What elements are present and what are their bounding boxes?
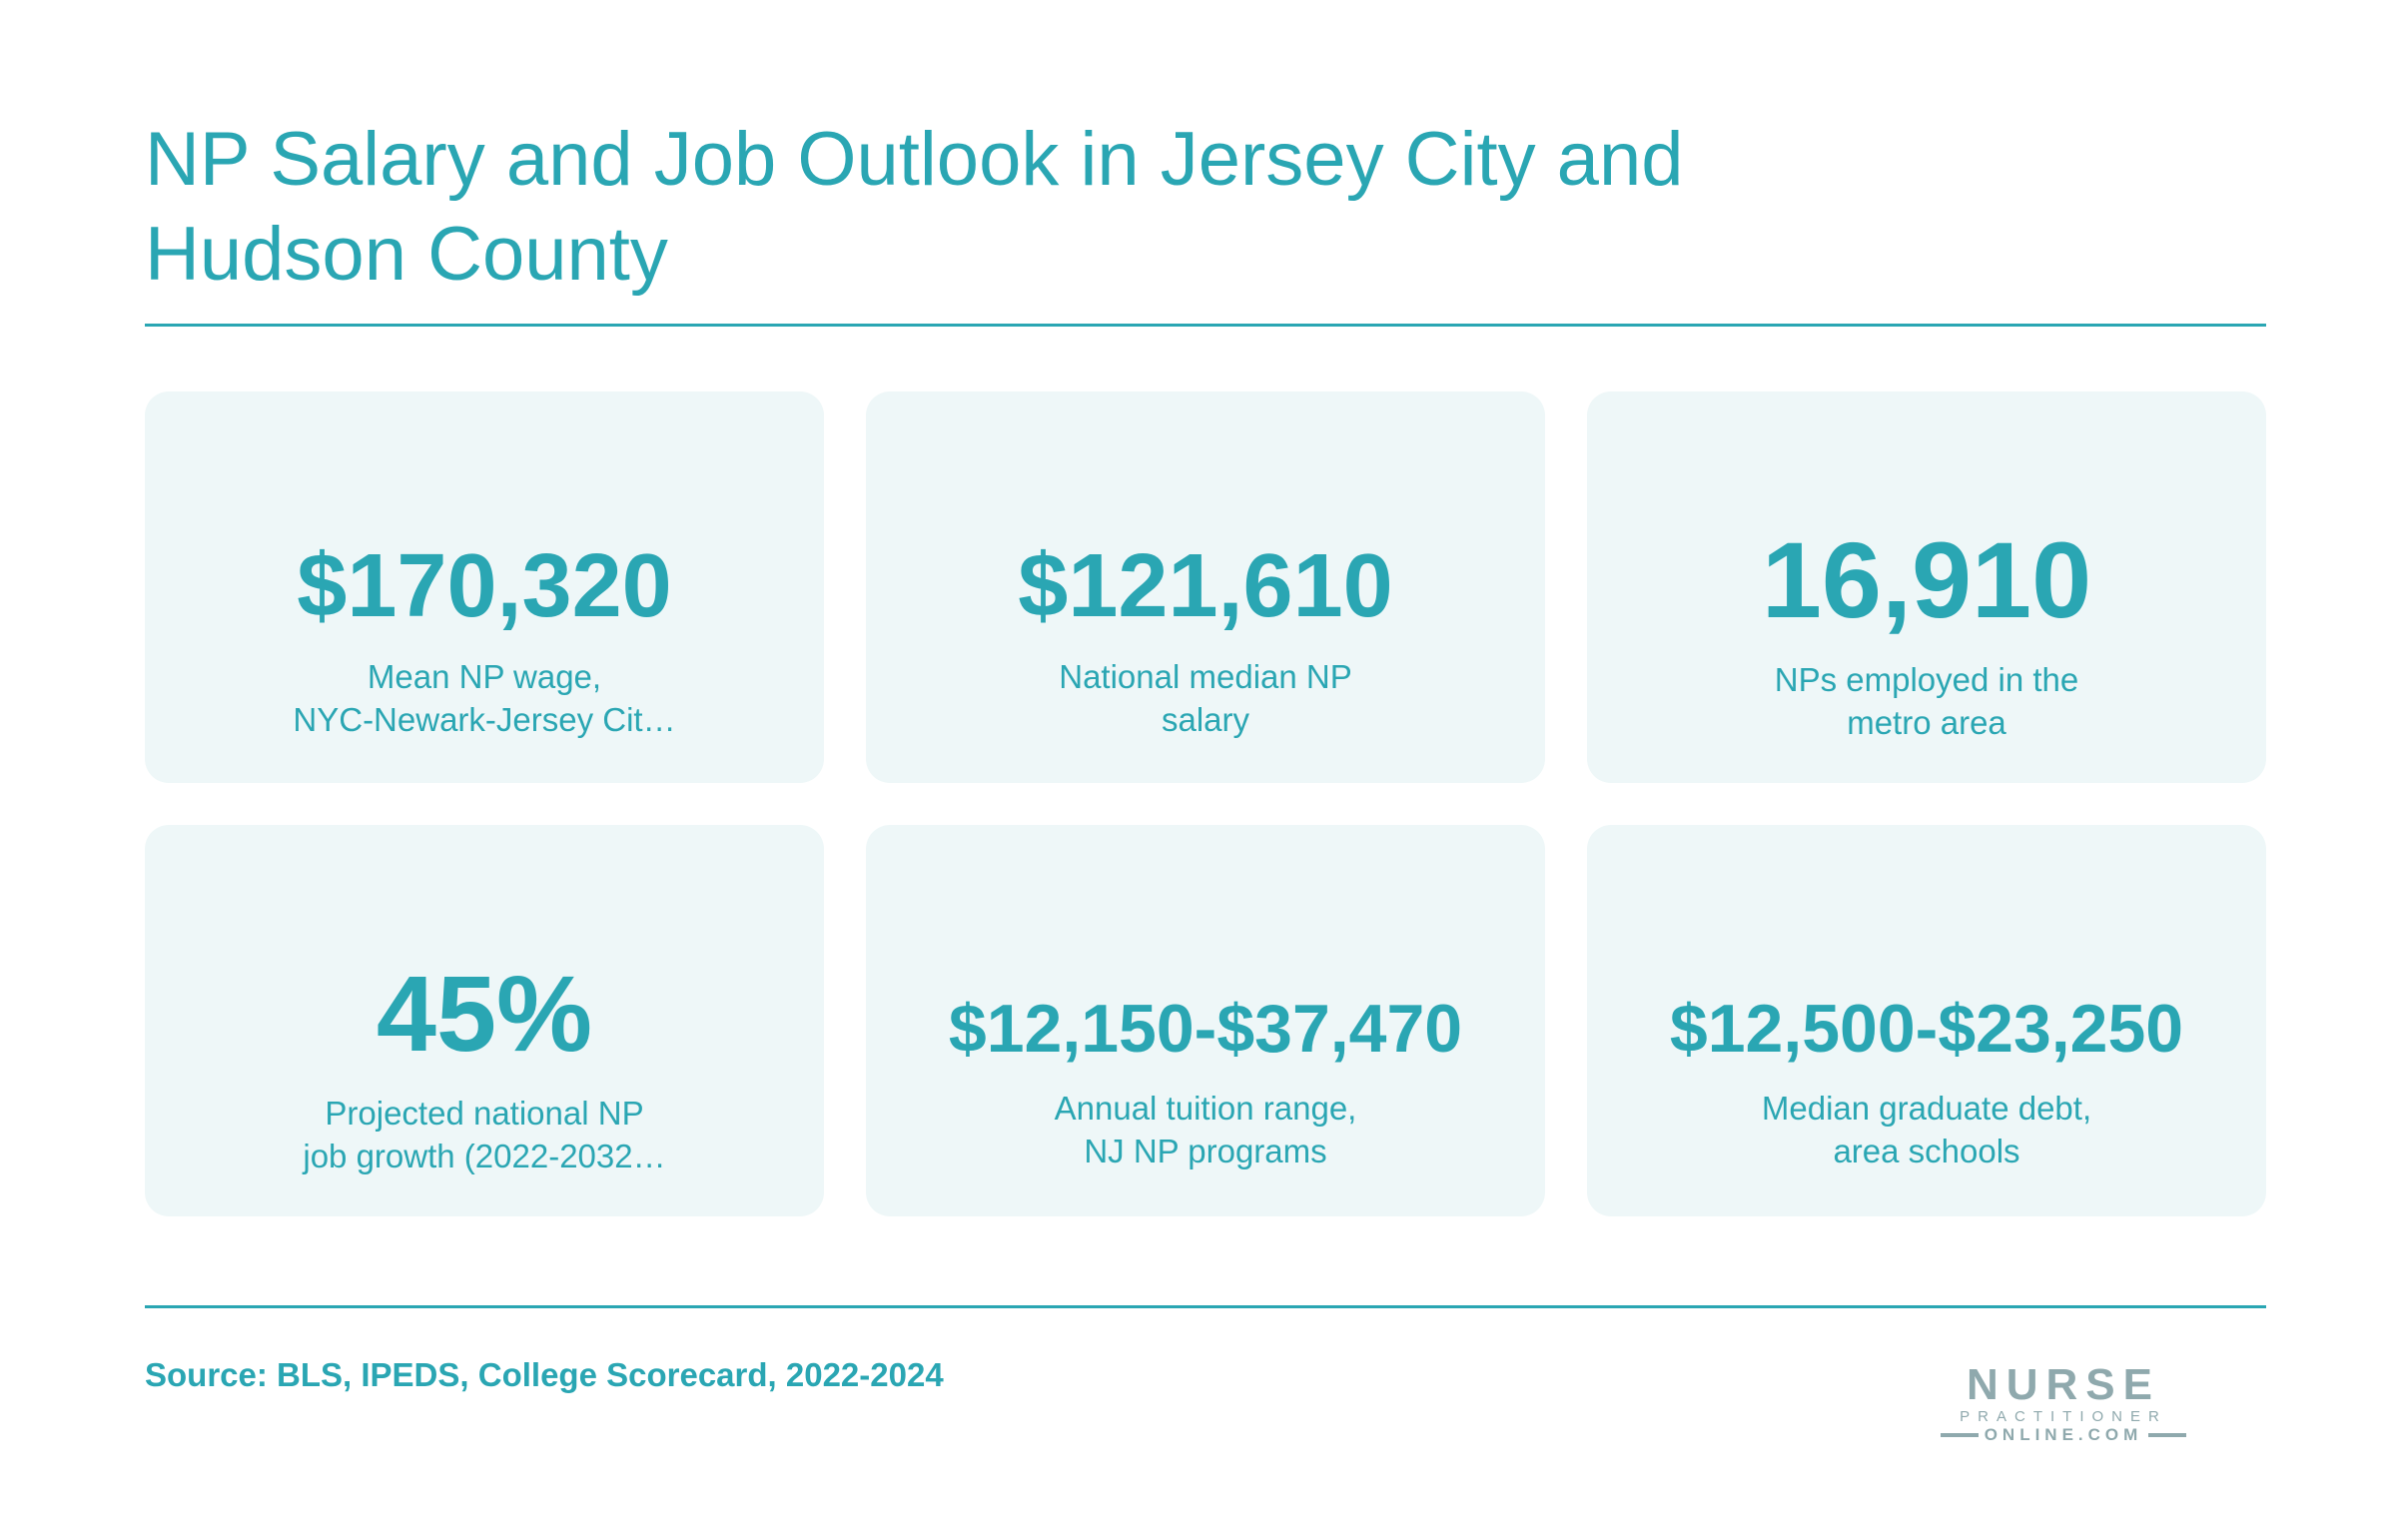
logo-word: NURSE — [1966, 1360, 2161, 1409]
logo-domain: ONLINE.COM — [1984, 1425, 2143, 1444]
logo-subtitle: PRACTITIONER — [1960, 1408, 2167, 1425]
stat-label-line: Projected national NP — [325, 1095, 644, 1132]
stat-label-line: National median NP — [1059, 658, 1352, 695]
stat-label-line: area schools — [1833, 1133, 2020, 1169]
logo-dash-right — [2148, 1433, 2187, 1437]
stat-card-graduate-debt: $12,500-$23,250 Median graduate debt, ar… — [1587, 825, 2266, 1216]
stat-label-line: Mean NP wage, — [367, 658, 602, 695]
stat-label-line: salary — [1161, 701, 1250, 738]
stat-card-employed: 16,910 NPs employed in the metro area — [1587, 391, 2266, 783]
stat-label-line: NYC-Newark-Jersey Cit… — [293, 701, 676, 738]
stat-label: Median graduate debt, area schools — [1717, 1087, 2136, 1172]
stat-label: Mean NP wage, NYC-Newark-Jersey Cit… — [275, 655, 694, 741]
stat-value: $12,500-$23,250 — [1669, 991, 2184, 1067]
page-title-line-1: NP Salary and Job Outlook in Jersey City… — [145, 117, 1684, 202]
top-divider — [145, 324, 2266, 327]
stat-card-job-growth: 45% Projected national NP job growth (20… — [145, 825, 824, 1216]
stat-label-line: NPs employed in the — [1774, 661, 2079, 698]
stat-label: Annual tuition range, NJ NP programs — [996, 1087, 1415, 1172]
source-note: Source: BLS, IPEDS, College Scorecard, 2… — [145, 1356, 944, 1393]
stat-label-line: NJ NP programs — [1084, 1133, 1327, 1169]
page-title-line-2: Hudson County — [145, 212, 668, 297]
stat-label-line: metro area — [1847, 704, 2006, 741]
stat-label-line: job growth (2022-2032… — [303, 1138, 666, 1174]
stat-value: $170,320 — [297, 536, 672, 636]
stats-grid: $170,320 Mean NP wage, NYC-Newark-Jersey… — [145, 391, 2266, 1216]
stat-value: $121,610 — [1018, 536, 1393, 636]
site-logo[interactable]: NURSE PRACTITIONER ONLINE.COM — [1916, 1360, 2211, 1444]
stat-value: 45% — [376, 953, 593, 1074]
stat-value: 16,910 — [1761, 519, 2092, 640]
stat-card-national-median: $121,610 National median NP salary — [866, 391, 1545, 783]
stat-value: $12,150-$37,470 — [948, 991, 1463, 1067]
stat-label: NPs employed in the metro area — [1717, 658, 2136, 744]
stat-card-tuition: $12,150-$37,470 Annual tuition range, NJ… — [866, 825, 1545, 1216]
stat-card-mean-wage: $170,320 Mean NP wage, NYC-Newark-Jersey… — [145, 391, 824, 783]
logo-dash-left — [1940, 1433, 1979, 1437]
stat-label-line: Annual tuition range, — [1054, 1090, 1357, 1127]
logo-domain-row: ONLINE.COM — [1916, 1426, 2211, 1444]
stat-label-line: Median graduate debt, — [1761, 1090, 2092, 1127]
stat-label: National median NP salary — [996, 655, 1415, 741]
bottom-divider — [145, 1305, 2266, 1308]
stat-label: Projected national NP job growth (2022-2… — [275, 1092, 694, 1177]
page-title: NP Salary and Job Outlook in Jersey City… — [145, 112, 1843, 302]
